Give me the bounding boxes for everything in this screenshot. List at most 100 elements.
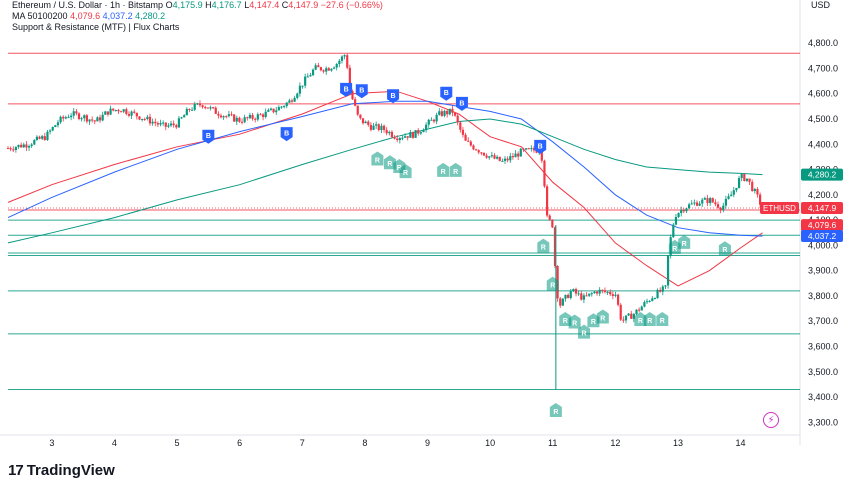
candle-body <box>325 68 328 72</box>
resistance-badge <box>383 155 396 170</box>
resistance-badge-label: R <box>550 283 555 290</box>
candle-body <box>572 289 575 292</box>
open-value: 4,175.9 <box>172 0 203 10</box>
candle-body <box>222 116 225 118</box>
resistance-badge <box>371 151 384 166</box>
tradingview-logo[interactable]: 17 TradingView <box>8 462 115 479</box>
candle-body <box>185 108 188 116</box>
candle-body <box>164 122 167 127</box>
symbol-legend: Ethereum / U.S. Dollar · 1h · Bitstamp O… <box>12 0 383 11</box>
candle-body <box>243 117 246 123</box>
candle-body <box>656 289 659 299</box>
candle-body <box>425 124 428 131</box>
candle-body <box>193 103 196 110</box>
resistance-badge-label: R <box>682 241 687 248</box>
resistance-badge-label: R <box>722 247 727 254</box>
lightning-icon[interactable]: ⚡ <box>763 412 779 428</box>
resistance-badge <box>399 164 412 179</box>
candle-body <box>559 298 562 306</box>
buy-badge <box>340 82 353 97</box>
candle-body <box>322 70 325 72</box>
y-tick-label: 3,300.0 <box>808 417 838 427</box>
candle-body <box>80 118 83 120</box>
candle-body <box>293 97 296 102</box>
candle-body <box>632 314 635 319</box>
resistance-badge-label: R <box>600 315 605 322</box>
candle-body <box>598 289 601 294</box>
candle-body <box>569 291 572 299</box>
candle-body <box>190 109 194 111</box>
candle-body <box>343 55 346 57</box>
candle-body <box>375 124 378 126</box>
candle-body <box>393 137 396 139</box>
candle-body <box>564 294 567 299</box>
candle-body <box>238 117 241 122</box>
symbol-tag: ETHUSD <box>763 204 796 213</box>
candle-body <box>509 156 512 161</box>
candle-body <box>461 129 465 135</box>
resistance-badge-label: R <box>647 318 652 325</box>
candle-body <box>298 85 301 94</box>
buy-badge <box>355 84 368 99</box>
candle-body <box>269 108 273 110</box>
ma-line-ma-200 <box>7 118 763 244</box>
candle-body <box>514 153 517 158</box>
candle-body <box>212 107 215 109</box>
candle-body <box>288 100 291 103</box>
candle-body <box>27 146 31 148</box>
candle-body <box>106 111 110 115</box>
candle-body <box>438 111 441 115</box>
resistance-badge <box>437 162 450 177</box>
candle-body <box>261 114 265 117</box>
candle-body <box>732 190 735 195</box>
candle-body <box>493 155 496 159</box>
buy-badge <box>387 89 400 104</box>
candle-body <box>109 108 112 115</box>
candle-body <box>506 158 509 161</box>
candle-body <box>359 114 362 119</box>
candle-body <box>751 181 754 192</box>
candle-body <box>327 68 330 71</box>
candle-body <box>198 103 202 106</box>
resistance-badge <box>718 241 731 256</box>
candle-body <box>41 136 44 139</box>
candle-body <box>369 124 373 130</box>
tv-logo-text: TradingView <box>26 462 115 479</box>
candle-body <box>480 152 483 154</box>
candle-body <box>396 138 399 141</box>
y-tick-label: 3,400.0 <box>808 392 838 402</box>
candle-body <box>501 160 504 162</box>
candle-body <box>630 313 633 319</box>
price-axis-label: 4,147.9 <box>808 203 837 213</box>
price-axis-label: 4,280.2 <box>808 170 837 180</box>
ma100-value: 4,037.2 <box>102 11 133 21</box>
candle-body <box>70 115 73 118</box>
resistance-badge-label: R <box>453 169 458 176</box>
resistance-badge-label: R <box>541 245 546 252</box>
candle-body <box>354 99 357 106</box>
buy-badge <box>280 127 293 142</box>
candle-body <box>290 100 294 102</box>
candle-body <box>453 112 457 116</box>
candle-body <box>590 293 593 295</box>
x-tick-label: 6 <box>237 438 242 448</box>
candle-body <box>406 136 409 138</box>
candle-body <box>156 123 159 125</box>
candle-body <box>714 202 717 205</box>
low-value: 4,147.4 <box>249 0 280 10</box>
candle-body <box>180 117 183 119</box>
candle-body <box>390 131 394 138</box>
candle-body <box>456 115 459 123</box>
resistance-badge <box>668 239 681 254</box>
y-tick-label: 4,200.0 <box>808 190 838 200</box>
resistance-badge <box>559 311 572 326</box>
candle-body <box>580 293 583 300</box>
candle-body <box>259 114 262 116</box>
candle-body <box>448 108 451 115</box>
candle-body <box>225 116 228 118</box>
candle-body <box>314 65 317 70</box>
candle-body <box>83 115 86 119</box>
candle-body <box>485 155 488 158</box>
